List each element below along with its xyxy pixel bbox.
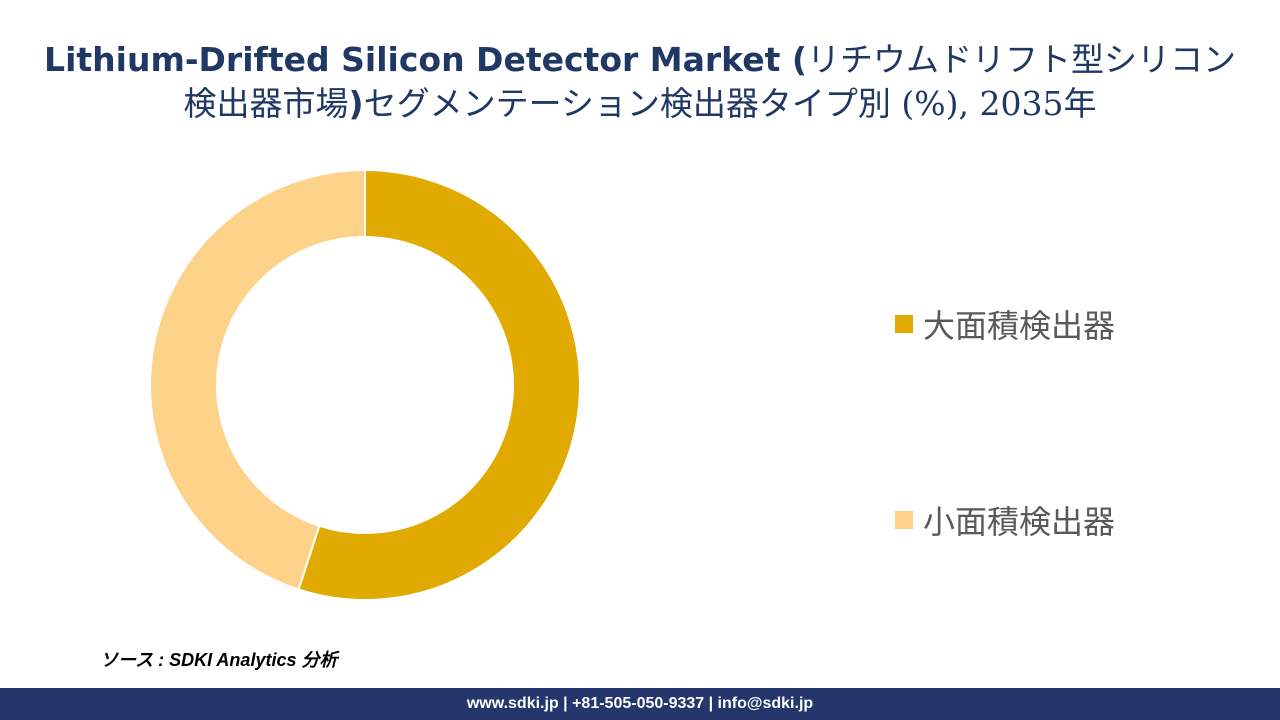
title-line-2-jp-a: 検出器市場 xyxy=(183,84,349,123)
legend-swatch-large-area xyxy=(895,315,913,333)
title-line-2-jp-b: セグメンテーション検出器タイプ別 (%), 2035年 xyxy=(363,84,1097,123)
donut-chart xyxy=(149,168,581,601)
legend-item-large-area: 大面積検出器 xyxy=(895,304,1116,345)
donut-slice-small-area xyxy=(149,168,366,591)
chart-title: Lithium-Drifted Silicon Detector Market … xyxy=(0,38,1280,126)
legend-label-large-area: 大面積検出器 xyxy=(923,307,1116,345)
footer-contact: www.sdki.jp | +81-505-050-9337 | info@sd… xyxy=(0,688,1280,720)
legend-swatch-small-area xyxy=(895,511,913,529)
legend-item-small-area: 小面積検出器 xyxy=(895,500,1116,541)
title-line-2: 検出器市場)セグメンテーション検出器タイプ別 (%), 2035年 xyxy=(0,82,1280,126)
title-line-2-en: ) xyxy=(348,84,364,123)
title-line-1-en: Lithium-Drifted Silicon Detector Market … xyxy=(44,40,807,79)
title-line-1-jp: リチウムドリフト型シリコン xyxy=(806,40,1236,79)
legend-label-small-area: 小面積検出器 xyxy=(923,503,1116,541)
source-note: ソース : SDKI Analytics 分析 xyxy=(100,650,338,670)
title-line-1: Lithium-Drifted Silicon Detector Market … xyxy=(0,38,1280,82)
donut-slice-large-area xyxy=(297,168,581,601)
